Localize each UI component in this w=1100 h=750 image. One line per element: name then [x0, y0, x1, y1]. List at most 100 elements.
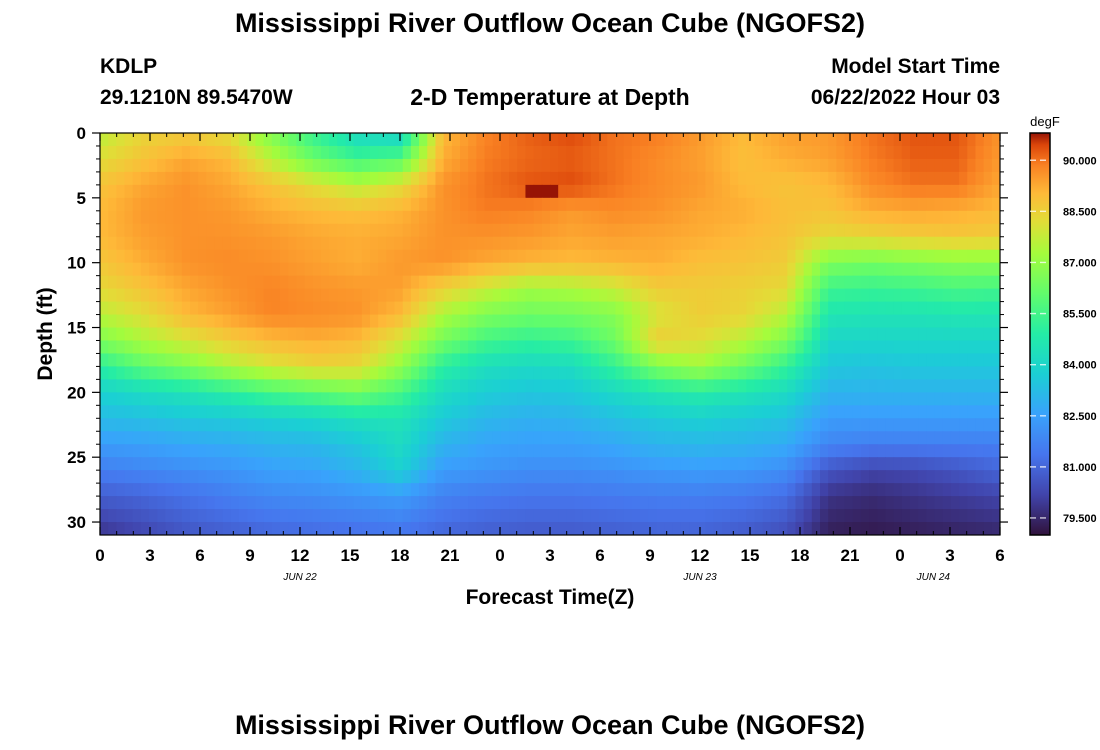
heatmap-cell — [779, 353, 788, 368]
heatmap-cell — [288, 418, 297, 432]
heatmap-cell — [828, 327, 837, 342]
heatmap-cell — [746, 418, 756, 432]
heatmap-cell — [394, 197, 404, 212]
heatmap-cell — [762, 457, 772, 471]
heatmap-cell — [991, 353, 1000, 368]
heatmap-cell — [950, 236, 960, 251]
heatmap-cell — [353, 197, 363, 212]
heatmap-cell — [779, 197, 788, 212]
heatmap-cell — [239, 340, 248, 355]
heatmap-cell — [108, 470, 117, 484]
heatmap-cell — [910, 301, 919, 316]
heatmap-cell — [640, 405, 649, 419]
heatmap-cell — [648, 301, 657, 316]
heatmap-cell — [967, 249, 977, 264]
heatmap-cell — [959, 262, 968, 277]
heatmap-cell — [402, 392, 412, 406]
heatmap-cell — [280, 184, 289, 199]
heatmap-cell — [721, 509, 731, 523]
heatmap-cell — [934, 405, 944, 419]
heatmap-cell — [975, 353, 985, 368]
heatmap-cell — [656, 483, 666, 497]
heatmap-cell — [648, 197, 657, 212]
heatmap-cell — [222, 158, 232, 173]
heatmap-cell — [239, 405, 248, 419]
heatmap-cell — [844, 353, 854, 368]
heatmap-cell — [476, 522, 486, 535]
heatmap-cell — [566, 145, 576, 160]
heatmap-cell — [386, 340, 396, 355]
heatmap-cell — [934, 210, 944, 225]
heatmap-cell — [615, 405, 625, 419]
heatmap-cell — [574, 301, 584, 316]
heatmap-cell — [312, 158, 322, 173]
heatmap-cell — [263, 366, 273, 380]
heatmap-cell — [468, 249, 477, 264]
heatmap-cell — [836, 509, 846, 523]
heatmap-cell — [116, 145, 126, 160]
heatmap-cell — [533, 301, 543, 316]
heatmap-cell — [574, 353, 584, 368]
heatmap-cell — [255, 275, 265, 290]
heatmap-cell — [460, 145, 469, 160]
heatmap-cell — [885, 236, 895, 251]
heatmap-cell — [664, 223, 674, 238]
heatmap-cell — [705, 431, 715, 445]
heatmap-cell — [312, 366, 322, 380]
heatmap-cell — [623, 405, 633, 419]
heatmap-cell — [337, 444, 347, 458]
heatmap-cell — [345, 184, 355, 199]
heatmap-cell — [664, 340, 674, 355]
heatmap-cell — [451, 275, 461, 290]
heatmap-cell — [770, 405, 780, 419]
heatmap-cell — [157, 236, 167, 251]
heatmap-cell — [672, 184, 682, 199]
heatmap-cell — [492, 314, 502, 329]
heatmap-cell — [206, 522, 216, 535]
heatmap-cell — [959, 522, 968, 535]
heatmap-cell — [820, 145, 829, 160]
heatmap-cell — [836, 340, 846, 355]
heatmap-cell — [877, 457, 887, 471]
heatmap-cell — [746, 340, 756, 355]
heatmap-cell — [705, 301, 715, 316]
heatmap-cell — [443, 418, 453, 432]
heatmap-cell — [770, 158, 780, 173]
x-tick-label: 12 — [691, 546, 710, 565]
heatmap-cell — [680, 340, 690, 355]
heatmap-cell — [222, 327, 232, 342]
heatmap-cell — [950, 444, 960, 458]
heatmap-cell — [550, 184, 559, 199]
heatmap-cell — [869, 496, 878, 510]
heatmap-cell — [361, 236, 371, 251]
heatmap-cell — [730, 171, 739, 186]
y-tick-label: 30 — [67, 513, 86, 532]
heatmap-cell — [934, 353, 944, 368]
heatmap-cell — [746, 275, 756, 290]
heatmap-cell — [116, 184, 126, 199]
heatmap-cell — [582, 444, 592, 458]
heatmap-cell — [738, 405, 747, 419]
heatmap-cell — [803, 288, 813, 303]
heatmap-cell — [893, 522, 903, 535]
heatmap-cell — [582, 145, 592, 160]
heatmap-cell — [754, 275, 764, 290]
heatmap-cell — [991, 171, 1000, 186]
heatmap-cell — [132, 496, 142, 510]
heatmap-cell — [165, 223, 175, 238]
heatmap-cell — [410, 392, 420, 406]
heatmap-cell — [100, 522, 109, 535]
heatmap-cell — [370, 405, 379, 419]
heatmap-cell — [893, 509, 903, 523]
heatmap-cell — [811, 483, 821, 497]
heatmap-cell — [402, 197, 412, 212]
heatmap-cell — [860, 145, 870, 160]
heatmap-cell — [869, 158, 878, 173]
heatmap-cell — [680, 496, 690, 510]
heatmap-cell — [672, 418, 682, 432]
heatmap-cell — [500, 223, 510, 238]
heatmap-cell — [410, 262, 420, 277]
heatmap-cell — [934, 184, 944, 199]
x-tick-label: 3 — [945, 546, 954, 565]
heatmap-cell — [124, 366, 134, 380]
